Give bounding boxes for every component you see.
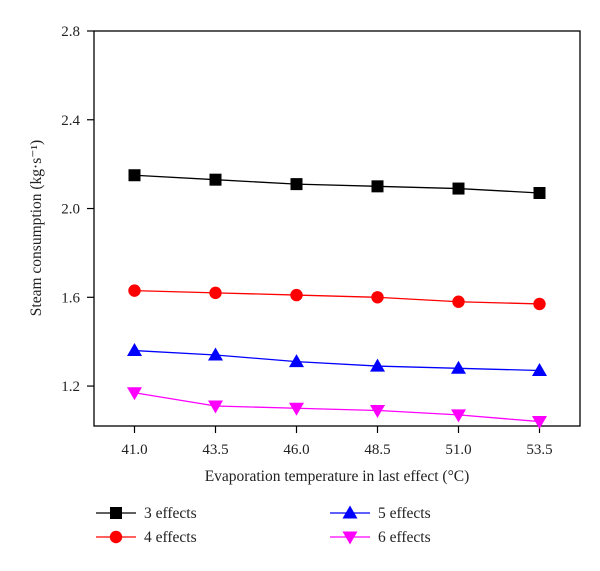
- data-point: [208, 400, 223, 414]
- series-4-effects: [128, 284, 546, 311]
- data-point: [128, 169, 141, 182]
- data-point: [532, 363, 547, 377]
- x-tick-label: 41.0: [121, 442, 147, 458]
- legend-item: 6 effects: [330, 529, 431, 546]
- legend-marker: [109, 530, 123, 544]
- data-point: [127, 343, 142, 357]
- data-point: [208, 347, 223, 361]
- legend-marker: [342, 531, 358, 545]
- data-point: [209, 173, 222, 186]
- y-tick-label: 2.4: [61, 113, 80, 129]
- x-tick-label: 51.0: [445, 442, 471, 458]
- series-line: [134, 392, 540, 423]
- x-tick-label: 43.5: [202, 442, 228, 458]
- data-point: [370, 358, 385, 372]
- data-point: [533, 297, 546, 311]
- data-point: [371, 291, 384, 304]
- legend-item: 5 effects: [330, 505, 431, 522]
- legend-label: 5 effects: [378, 505, 431, 522]
- series-5-effects: [127, 343, 547, 377]
- x-tick-label: 48.5: [364, 442, 390, 458]
- series-6-effects: [127, 387, 547, 430]
- y-tick-label: 1.2: [61, 379, 80, 395]
- data-point: [128, 284, 141, 297]
- x-tick-label: 46.0: [283, 442, 309, 458]
- y-tick-label: 1.6: [61, 290, 80, 306]
- legend-item: 4 effects: [96, 529, 197, 546]
- data-point: [451, 360, 466, 374]
- series-3-effects: [128, 169, 546, 199]
- legend-label: 4 effects: [144, 529, 197, 546]
- data-point: [289, 402, 304, 416]
- x-axis-label: Evaporation temperature in last effect (…: [205, 468, 470, 485]
- legend-marker: [110, 507, 122, 519]
- data-point: [452, 295, 465, 308]
- data-point: [209, 286, 222, 300]
- series-line: [134, 289, 540, 305]
- legend: 3 effects 4 effects 5 effects 6 effects: [96, 505, 431, 546]
- plot-frame: [93, 30, 581, 427]
- x-axis-ticks: 41.0 43.5 46.0 48.5 51.0 53.5: [121, 426, 553, 458]
- data-point: [533, 186, 546, 199]
- y-axis-label: Steam consumption (kg·s⁻¹): [28, 140, 45, 316]
- legend-label: 3 effects: [144, 505, 197, 522]
- legend-item: 3 effects: [96, 505, 197, 522]
- data-point: [290, 178, 303, 191]
- x-tick-label: 53.5: [526, 442, 552, 458]
- y-tick-label: 2.8: [61, 24, 80, 40]
- legend-marker: [342, 505, 358, 519]
- data-point: [289, 354, 304, 368]
- data-point: [451, 409, 466, 423]
- data-point: [370, 404, 385, 418]
- series-line: [134, 174, 540, 194]
- series-group: [127, 169, 547, 430]
- data-point: [371, 180, 384, 193]
- data-point: [290, 288, 303, 302]
- y-tick-label: 2.0: [61, 202, 80, 218]
- series-line: [134, 349, 540, 372]
- data-point: [532, 416, 547, 430]
- legend-label: 6 effects: [378, 529, 431, 546]
- data-point: [452, 182, 465, 195]
- y-axis-ticks: 1.2 1.6 2.0 2.4 2.8: [61, 24, 94, 395]
- data-point: [127, 387, 142, 401]
